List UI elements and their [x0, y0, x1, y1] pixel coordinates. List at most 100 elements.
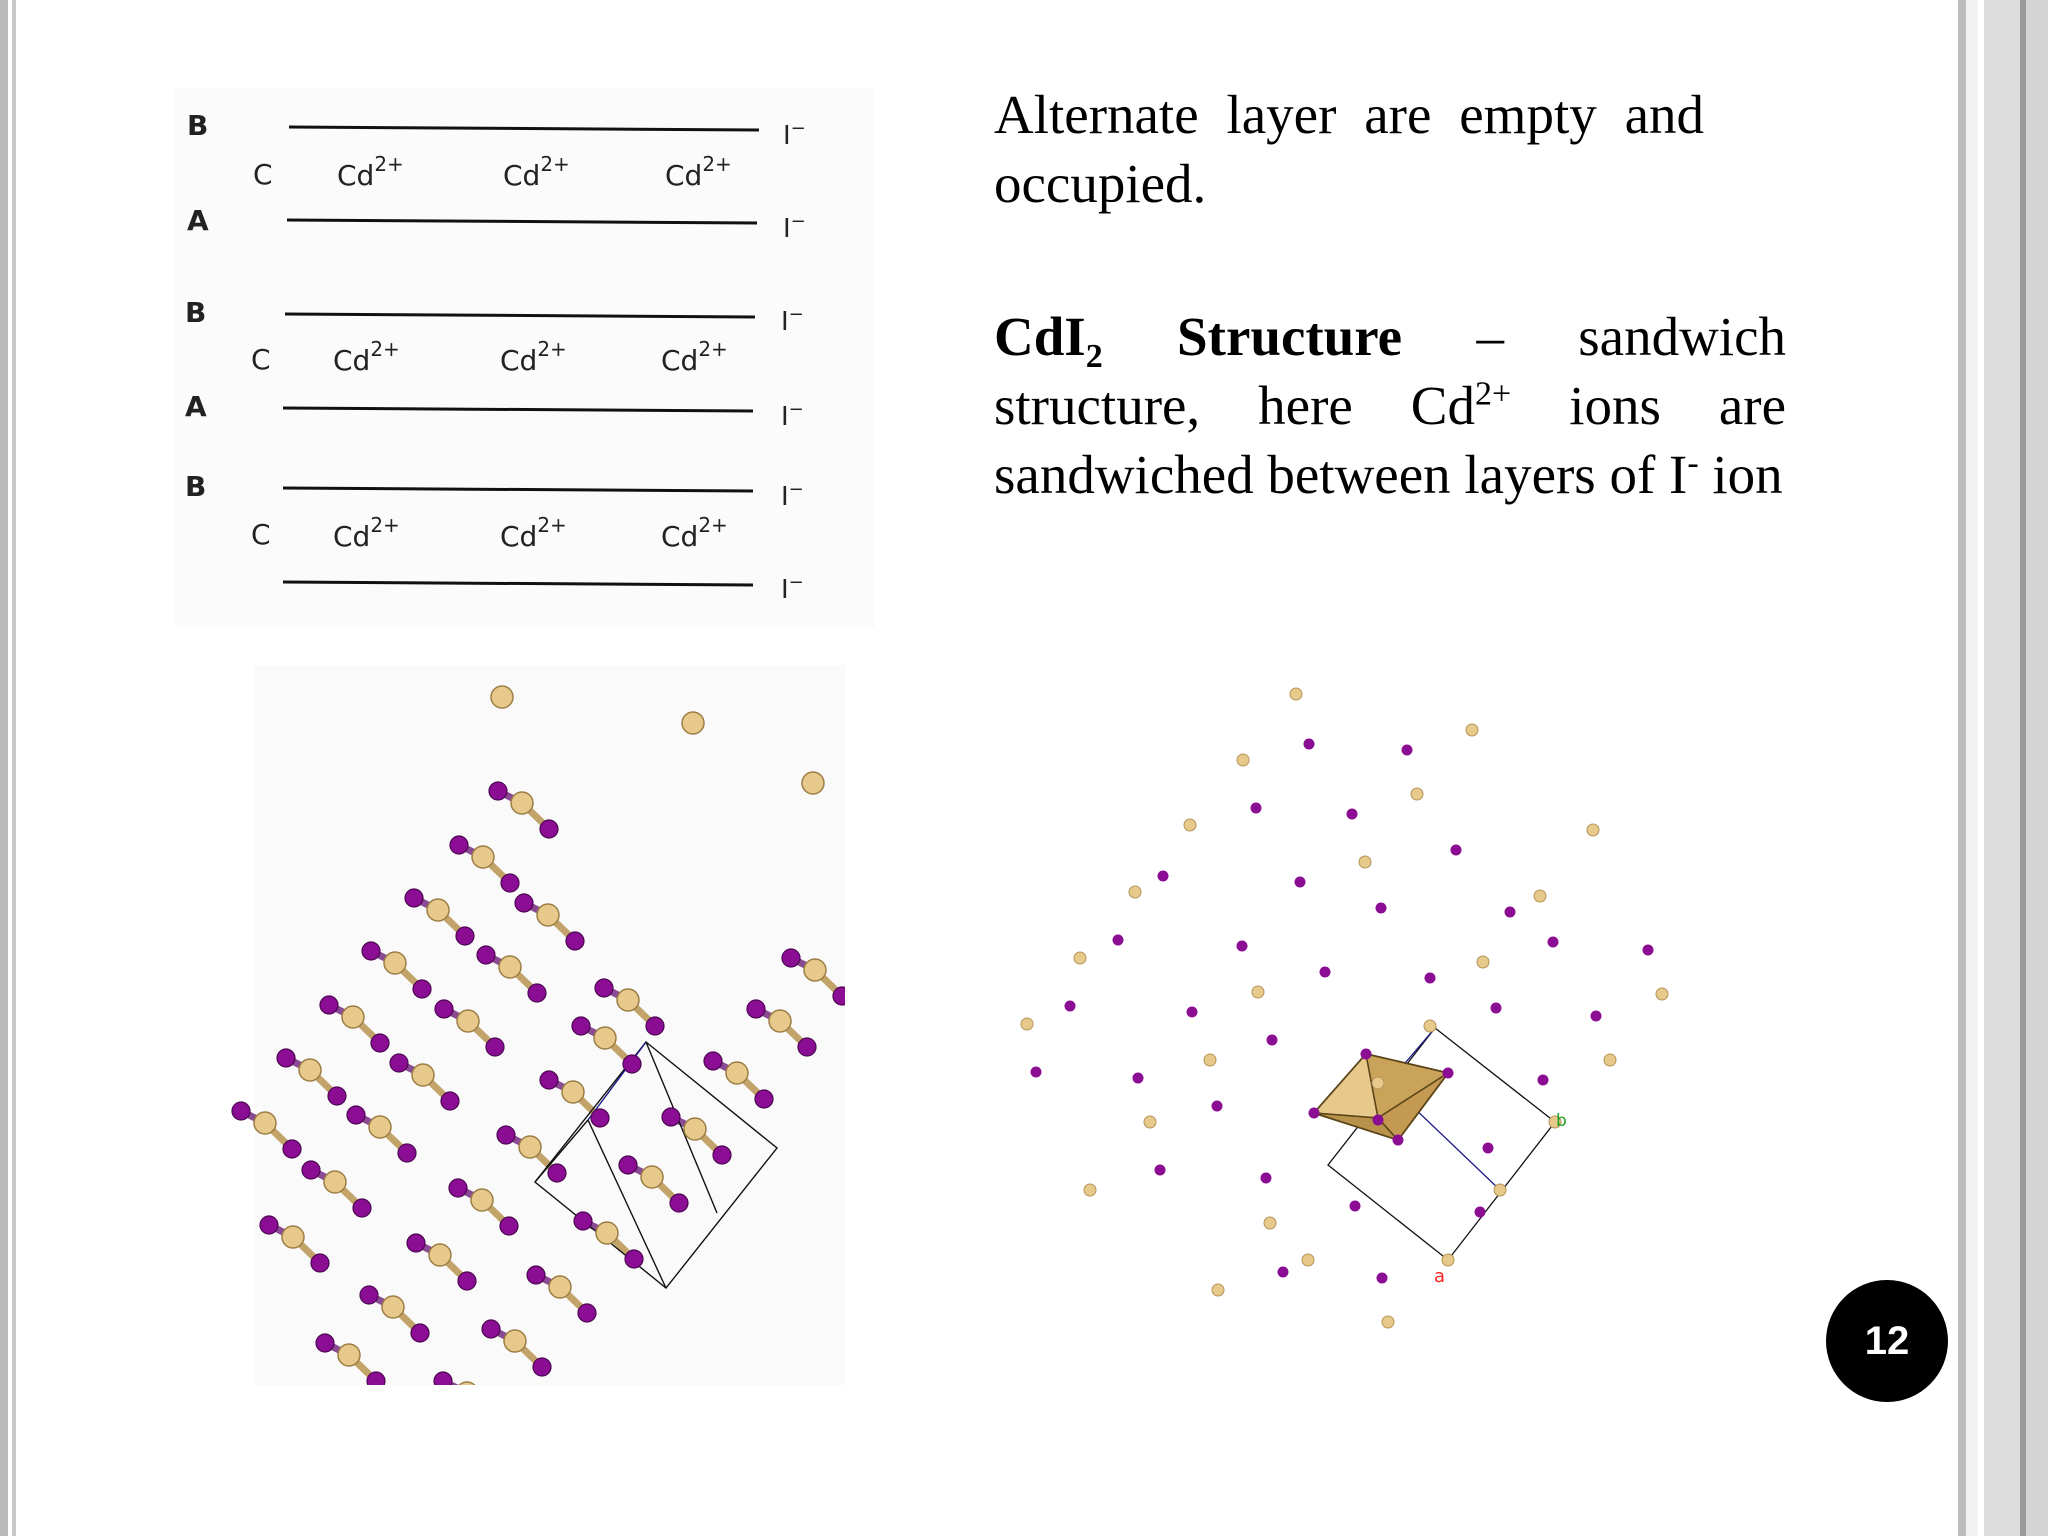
cadmium-atom	[498, 955, 522, 979]
iodine-atom	[1474, 1206, 1486, 1218]
iodide-label: I−	[783, 211, 806, 244]
iodine-atom	[397, 1143, 417, 1163]
iodine-atom	[389, 1053, 409, 1073]
layer-letter: B	[185, 296, 206, 329]
cadmium-atom	[470, 1188, 494, 1212]
cadmium-atom	[428, 1243, 452, 1267]
iodine-atom	[1030, 1066, 1042, 1078]
text-a: sandwich structure, here Cd	[994, 306, 1786, 436]
iodine-atom	[488, 781, 508, 801]
cadmium-atom	[595, 1221, 619, 1245]
cadmium-atom	[803, 958, 827, 982]
iodide-label: I−	[783, 118, 806, 151]
iodine-atom	[573, 1211, 593, 1231]
ball-and-stick-structure	[231, 665, 845, 1385]
cd-superscript: 2+	[1475, 375, 1512, 413]
cadmium-atom	[281, 1225, 305, 1249]
iodine-atom	[1266, 1034, 1278, 1046]
cadmium-atom	[1423, 1019, 1437, 1033]
paragraph-alternate-layers: Alternate layer are empty and occupied.	[994, 84, 1704, 214]
cadmium-atom	[1251, 985, 1265, 999]
iodine-atom	[703, 1051, 723, 1071]
iodine-atom	[1294, 876, 1306, 888]
iodide-layer-line	[282, 580, 754, 587]
iodine-atom	[1260, 1172, 1272, 1184]
iodine-atom	[547, 1163, 567, 1183]
cadmium-atom	[381, 1295, 405, 1319]
layer-letter: A	[185, 390, 207, 423]
cadmium-atom	[593, 1026, 617, 1050]
cadmium-atom	[1083, 1183, 1097, 1197]
iodine-atom	[1236, 940, 1248, 952]
cadmium-label: Cd2+	[661, 337, 728, 377]
iodine-atom	[434, 999, 454, 1019]
paragraph-cdi2-structure: CdI2 Structure – sandwich structure, her…	[994, 302, 1786, 509]
iodine-atom	[1537, 1074, 1549, 1086]
iodide-layer-line	[282, 406, 754, 413]
iodine-atom	[412, 979, 432, 999]
cadmium-atom	[1143, 1115, 1157, 1129]
cadmium-atom	[368, 1115, 392, 1139]
cadmium-atom	[323, 1170, 347, 1194]
i-superscript: -	[1687, 444, 1699, 482]
cadmium-label: Cd2+	[337, 152, 404, 192]
cadmium-atom	[768, 1009, 792, 1033]
iodine-atom	[1547, 936, 1559, 948]
cadmium-label: Cd2+	[333, 337, 400, 377]
iodine-atom	[1308, 1107, 1320, 1119]
cadmium-atom	[1381, 1315, 1395, 1329]
iodine-atom	[352, 1198, 372, 1218]
iodine-atom	[526, 1265, 546, 1285]
layer-letter: B	[187, 109, 208, 142]
iodide-layer-line	[282, 486, 754, 493]
layer-letter: C	[253, 158, 273, 191]
cadmium-label: Cd2+	[665, 152, 732, 192]
iodine-atom	[669, 1193, 689, 1213]
formula-subscript: 2	[1085, 338, 1103, 375]
iodine-atom	[455, 926, 475, 946]
axis-a-label: a	[1434, 1266, 1445, 1287]
iodine-atom	[594, 978, 614, 998]
layer-letter: A	[187, 204, 209, 237]
iodine-atom	[496, 1125, 516, 1145]
iodine-atom	[1349, 1200, 1361, 1212]
layer-letter: C	[251, 343, 271, 376]
iodine-atom	[832, 986, 845, 1006]
cadmium-atom	[426, 898, 450, 922]
cadmium-atom	[1236, 753, 1250, 767]
axis-b-label: b	[1556, 1111, 1567, 1131]
iodine-atom	[457, 1271, 477, 1291]
iodine-atom	[1490, 1002, 1502, 1014]
iodine-atom	[712, 1145, 732, 1165]
cadmium-atom	[383, 951, 407, 975]
iodide-label: I−	[781, 304, 804, 337]
cadmium-atom	[1493, 1183, 1507, 1197]
cadmium-atom	[1073, 951, 1087, 965]
cadmium-atom	[253, 1111, 277, 1135]
iodine-atom	[500, 873, 520, 893]
iodine-atom	[1303, 738, 1315, 750]
iodine-atom	[476, 945, 496, 965]
iodine-atom	[315, 1333, 335, 1353]
iodine-atom	[527, 983, 547, 1003]
cadmium-atom	[640, 1165, 664, 1189]
cadmium-atom	[616, 988, 640, 1012]
iodine-atom	[661, 1107, 681, 1127]
iodine-atom	[282, 1139, 302, 1159]
iodine-atom	[645, 1016, 665, 1036]
iodine-atom	[231, 1101, 251, 1121]
layer-diagram: B C A B C A B C I− I− I− I− I− I− Cd2+ C…	[175, 88, 875, 628]
iodide-layer-line	[284, 312, 756, 319]
iodine-atom	[1154, 1164, 1166, 1176]
cadmium-atom	[456, 1009, 480, 1033]
cadmium-atom	[1358, 855, 1372, 869]
iodine-atom	[1186, 1006, 1198, 1018]
structure-heading: Structure	[1177, 306, 1403, 367]
iodide-layer-line	[286, 218, 758, 225]
cadmium-atom	[1586, 823, 1600, 837]
cadmium-atom	[681, 711, 705, 735]
unit-cell-edge	[587, 1041, 647, 1121]
slide-right-border	[1958, 0, 2048, 1536]
iodide-layer-line	[288, 125, 760, 132]
unit-cell-edge	[534, 1119, 589, 1183]
